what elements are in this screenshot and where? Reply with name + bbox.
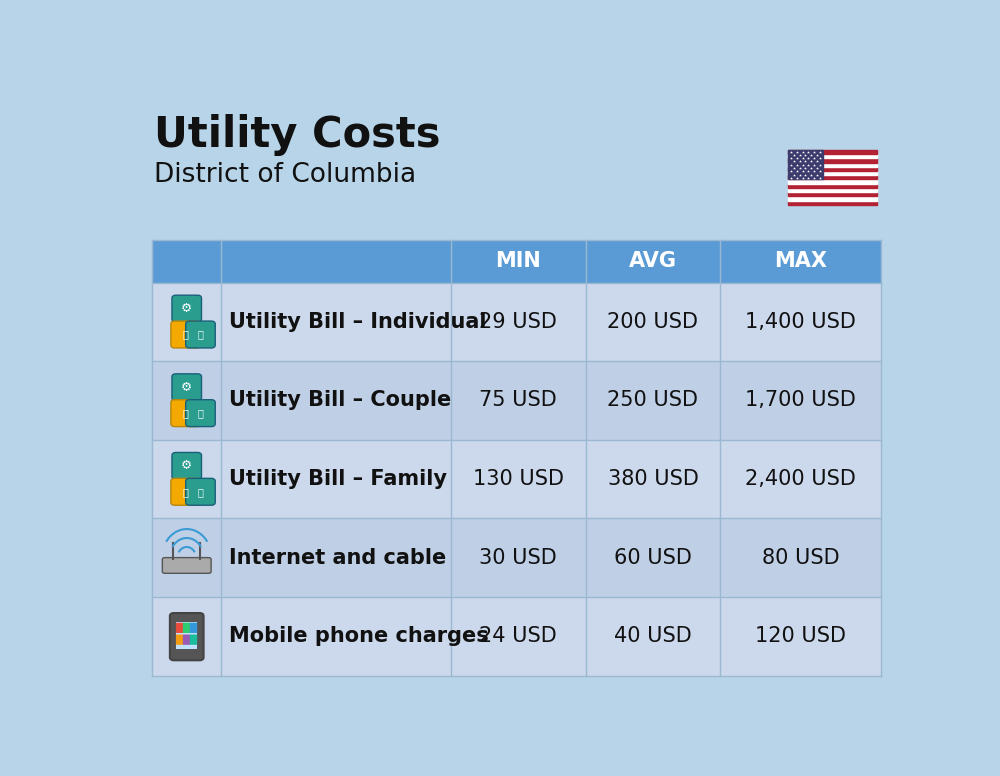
FancyBboxPatch shape [152,282,881,361]
Text: 130 USD: 130 USD [473,469,564,489]
Bar [788,150,877,154]
Text: Utility Bill – Family: Utility Bill – Family [229,469,447,489]
Bar [788,167,877,171]
Text: Utility Bill – Individual: Utility Bill – Individual [229,312,487,332]
Text: MAX: MAX [774,251,827,271]
Text: ⚙: ⚙ [181,459,192,473]
Text: Internet and cable: Internet and cable [229,548,446,568]
FancyBboxPatch shape [186,321,215,348]
FancyBboxPatch shape [183,635,190,645]
Text: 💧: 💧 [198,330,203,340]
Text: 75 USD: 75 USD [479,390,557,411]
Text: 29 USD: 29 USD [479,312,557,332]
Text: 🔌: 🔌 [183,330,189,340]
Text: 2,400 USD: 2,400 USD [745,469,856,489]
Text: Mobile phone charges: Mobile phone charges [229,626,489,646]
Text: ⚙: ⚙ [181,381,192,393]
Text: 💧: 💧 [198,408,203,418]
FancyBboxPatch shape [171,321,200,348]
Bar [788,179,877,184]
FancyBboxPatch shape [172,374,202,400]
Bar [788,188,877,192]
FancyBboxPatch shape [183,622,190,633]
Bar [788,158,877,162]
Text: 60 USD: 60 USD [614,548,692,568]
Text: 1,400 USD: 1,400 USD [745,312,856,332]
Text: District of Columbia: District of Columbia [154,162,417,188]
FancyBboxPatch shape [170,613,204,660]
FancyBboxPatch shape [152,518,881,597]
FancyBboxPatch shape [176,622,183,633]
Text: 💧: 💧 [198,487,203,497]
FancyBboxPatch shape [176,635,183,645]
Bar [788,175,877,179]
Text: 🔌: 🔌 [183,408,189,418]
FancyBboxPatch shape [152,361,881,440]
FancyBboxPatch shape [152,440,881,518]
FancyBboxPatch shape [152,597,881,676]
Bar [788,171,877,175]
Bar [788,150,823,179]
Text: 40 USD: 40 USD [614,626,692,646]
Text: 30 USD: 30 USD [479,548,557,568]
FancyBboxPatch shape [172,295,202,322]
Text: 250 USD: 250 USD [607,390,698,411]
Bar [788,196,877,201]
Text: 24 USD: 24 USD [479,626,557,646]
Bar [788,162,877,167]
FancyBboxPatch shape [186,478,215,505]
Text: 80 USD: 80 USD [762,548,839,568]
FancyBboxPatch shape [162,558,211,573]
FancyBboxPatch shape [171,478,200,505]
Text: 380 USD: 380 USD [608,469,698,489]
Bar [788,184,877,188]
FancyBboxPatch shape [190,622,197,633]
Text: Utility Costs: Utility Costs [154,114,441,156]
Text: AVG: AVG [629,251,677,271]
Text: 200 USD: 200 USD [607,312,698,332]
FancyBboxPatch shape [171,400,200,427]
Text: Utility Bill – Couple: Utility Bill – Couple [229,390,451,411]
Text: 1,700 USD: 1,700 USD [745,390,856,411]
Text: 120 USD: 120 USD [755,626,846,646]
Text: ⚙: ⚙ [181,302,192,315]
Text: 🔌: 🔌 [183,487,189,497]
FancyBboxPatch shape [190,635,197,645]
FancyBboxPatch shape [172,452,202,480]
FancyBboxPatch shape [176,622,197,649]
Bar [788,201,877,205]
FancyBboxPatch shape [152,240,881,282]
FancyBboxPatch shape [186,400,215,427]
Bar [788,154,877,158]
Text: MIN: MIN [495,251,541,271]
Bar [788,192,877,196]
